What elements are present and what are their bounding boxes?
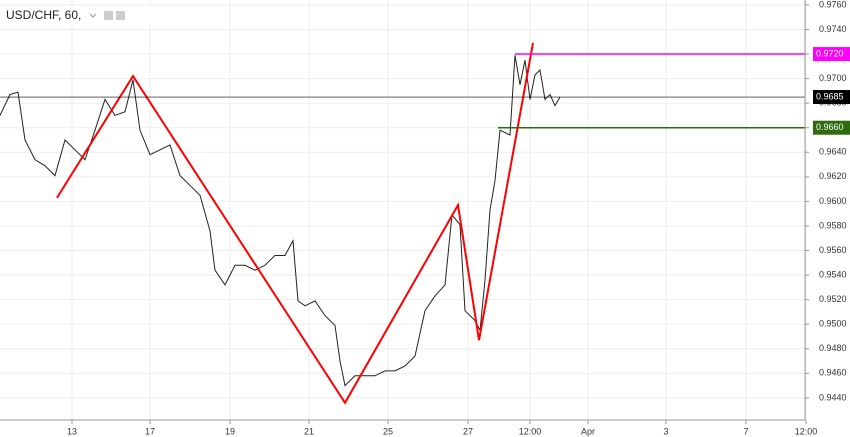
y-tick-label: 0.9480 bbox=[819, 343, 847, 353]
y-tick-label: 0.9520 bbox=[819, 294, 847, 304]
y-tick-label: 0.9740 bbox=[819, 24, 847, 34]
level-label: 0.9660 bbox=[816, 122, 844, 132]
x-tick-label: 17 bbox=[145, 426, 155, 436]
x-tick-label: 3 bbox=[663, 426, 668, 436]
settings-icon[interactable] bbox=[104, 11, 113, 20]
y-tick-label: 0.9440 bbox=[819, 392, 847, 402]
level-label-bg bbox=[813, 120, 850, 135]
x-tick-label: 13 bbox=[67, 426, 77, 436]
level-label-bg bbox=[813, 90, 850, 105]
level-label: 0.9685 bbox=[816, 91, 844, 101]
y-tick-label: 0.9760 bbox=[819, 0, 847, 9]
y-tick-label: 0.9580 bbox=[819, 220, 847, 230]
dropdown-icon[interactable] bbox=[89, 13, 97, 18]
price-line bbox=[0, 55, 561, 387]
y-tick-label: 0.9620 bbox=[819, 171, 847, 181]
level-label: 0.9720 bbox=[816, 48, 844, 58]
level-label-bg bbox=[813, 47, 850, 62]
y-tick-label: 0.9540 bbox=[819, 269, 847, 279]
x-tick-label: Apr bbox=[581, 426, 595, 436]
x-tick-label: 12:00 bbox=[795, 426, 818, 436]
x-tick-label: 21 bbox=[304, 426, 314, 436]
y-tick-label: 0.9560 bbox=[819, 245, 847, 255]
zigzag-line bbox=[56, 42, 534, 405]
y-tick-label: 0.9500 bbox=[819, 319, 847, 329]
y-tick-label: 0.9460 bbox=[819, 368, 847, 378]
y-tick-label: 0.9700 bbox=[819, 73, 847, 83]
plot-area bbox=[0, 0, 807, 420]
x-tick-label: 12:00 bbox=[519, 426, 542, 436]
x-tick-label: 19 bbox=[225, 426, 235, 436]
y-tick-label: 0.9600 bbox=[819, 196, 847, 206]
title-bg bbox=[2, 6, 152, 24]
close-icon[interactable] bbox=[116, 11, 125, 20]
x-tick-label: 25 bbox=[383, 426, 393, 436]
x-tick-label: 7 bbox=[743, 426, 748, 436]
y-tick-label: 0.9640 bbox=[819, 147, 847, 157]
chart-title: USD/CHF, 60, bbox=[6, 8, 81, 22]
x-tick-label: 27 bbox=[463, 426, 473, 436]
